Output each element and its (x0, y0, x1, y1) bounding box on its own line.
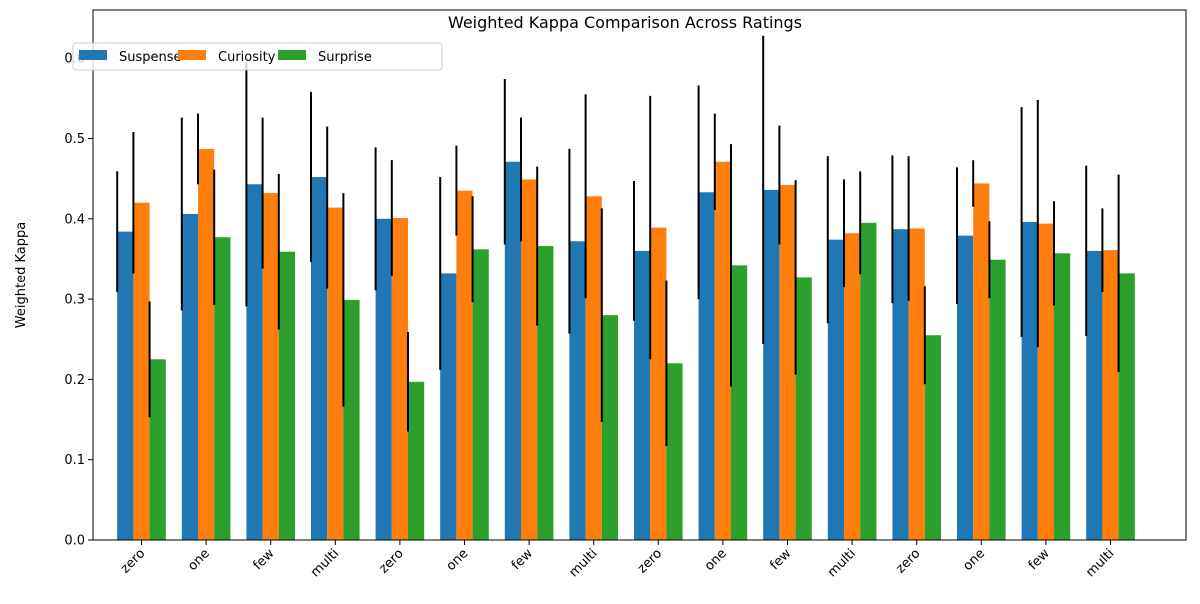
bar-curiosity-4 (391, 217, 408, 541)
bars-layer (117, 148, 1135, 541)
x-tick-label: one (960, 546, 988, 574)
bar-suspense-13 (957, 235, 974, 540)
legend-frame (72, 42, 443, 71)
legend: Suspense Curiosity Surprise (72, 42, 443, 71)
bar-surprise-14 (1054, 253, 1071, 540)
x-tick-label: one (444, 546, 472, 574)
bar-suspense-14 (1021, 222, 1038, 540)
bar-surprise-13 (989, 259, 1006, 540)
legend-items: Suspense Curiosity Surprise (79, 50, 372, 65)
x-tick-label: multi (1083, 546, 1117, 580)
bar-surprise-11 (860, 222, 877, 541)
plot-frame (92, 9, 1187, 541)
x-tick-label: zero (118, 546, 148, 576)
legend-label-surprise: Surprise (318, 50, 372, 65)
bar-curiosity-2 (262, 193, 279, 540)
bar-suspense-3 (311, 177, 328, 540)
error-bars-layer (116, 35, 1120, 447)
legend-swatch-suspense (79, 50, 107, 60)
y-tick-label: 0.0 (64, 534, 85, 549)
x-tick-label: few (509, 546, 536, 573)
bar-surprise-8 (666, 363, 683, 540)
bar-suspense-12 (892, 229, 909, 541)
bar-curiosity-8 (650, 227, 667, 540)
bar-surprise-6 (537, 246, 554, 540)
bar-curiosity-14 (1037, 223, 1054, 541)
bar-curiosity-7 (585, 196, 602, 541)
bar-suspense-7 (569, 241, 586, 540)
bar-curiosity-13 (973, 183, 990, 540)
bar-curiosity-15 (1102, 250, 1119, 541)
bar-suspense-11 (827, 239, 844, 541)
bar-suspense-1 (181, 213, 198, 540)
bar-surprise-3 (343, 299, 360, 540)
bar-suspense-9 (698, 192, 715, 541)
y-axis: 0.00.10.20.30.40.50.6 (64, 52, 93, 549)
chart-title: Weighted Kappa Comparison Across Ratings (448, 13, 802, 32)
bar-surprise-0 (149, 359, 166, 540)
x-axis: zero one few multi zero one few multi zero one few… (118, 540, 1117, 580)
bar-curiosity-6 (521, 179, 538, 540)
bar-surprise-5 (472, 249, 489, 541)
bar-curiosity-12 (908, 228, 925, 541)
x-tick-label: multi (566, 546, 600, 580)
bar-surprise-7 (601, 315, 618, 540)
y-tick-label: 0.3 (64, 293, 85, 308)
legend-swatch-curiosity (178, 50, 206, 60)
x-tick-label: zero (635, 546, 665, 576)
x-tick-label: zero (893, 546, 923, 576)
bar-suspense-0 (117, 231, 134, 540)
bar-curiosity-10 (779, 185, 796, 540)
legend-label-suspense: Suspense (119, 50, 182, 65)
bar-suspense-4 (375, 218, 392, 541)
x-tick-label: one (185, 546, 213, 574)
x-tick-label: zero (376, 546, 406, 576)
legend-label-curiosity: Curiosity (218, 50, 276, 65)
bar-surprise-2 (278, 251, 295, 540)
bar-suspense-10 (763, 189, 780, 540)
x-tick-label: multi (825, 546, 859, 580)
y-tick-label: 0.4 (64, 212, 85, 227)
x-tick-label: few (767, 546, 794, 573)
x-tick-label: multi (308, 546, 342, 580)
bar-suspense-15 (1086, 250, 1103, 540)
bar-curiosity-5 (456, 190, 473, 540)
x-tick-label: few (251, 546, 278, 573)
bar-curiosity-1 (198, 148, 215, 541)
bar-surprise-1 (214, 237, 231, 540)
bar-suspense-8 (634, 250, 651, 540)
y-tick-label: 0.2 (64, 373, 85, 388)
bar-suspense-5 (440, 273, 457, 540)
bar-curiosity-9 (714, 161, 731, 540)
legend-swatch-surprise (278, 50, 306, 60)
bar-surprise-9 (731, 265, 748, 540)
bar-surprise-12 (924, 335, 941, 540)
bar-curiosity-0 (133, 202, 150, 541)
bar-curiosity-3 (327, 207, 344, 541)
y-tick-label: 0.5 (64, 132, 85, 147)
y-tick-label: 0.1 (64, 453, 85, 468)
bar-surprise-10 (795, 277, 812, 540)
bar-curiosity-11 (844, 233, 861, 541)
bar-suspense-6 (504, 161, 521, 540)
bar-surprise-4 (408, 381, 425, 540)
y-axis-label: Weighted Kappa (14, 222, 29, 328)
x-tick-label: few (1026, 546, 1053, 573)
x-tick-label: one (702, 546, 730, 574)
bar-surprise-15 (1118, 273, 1135, 540)
bar-suspense-2 (246, 184, 263, 540)
